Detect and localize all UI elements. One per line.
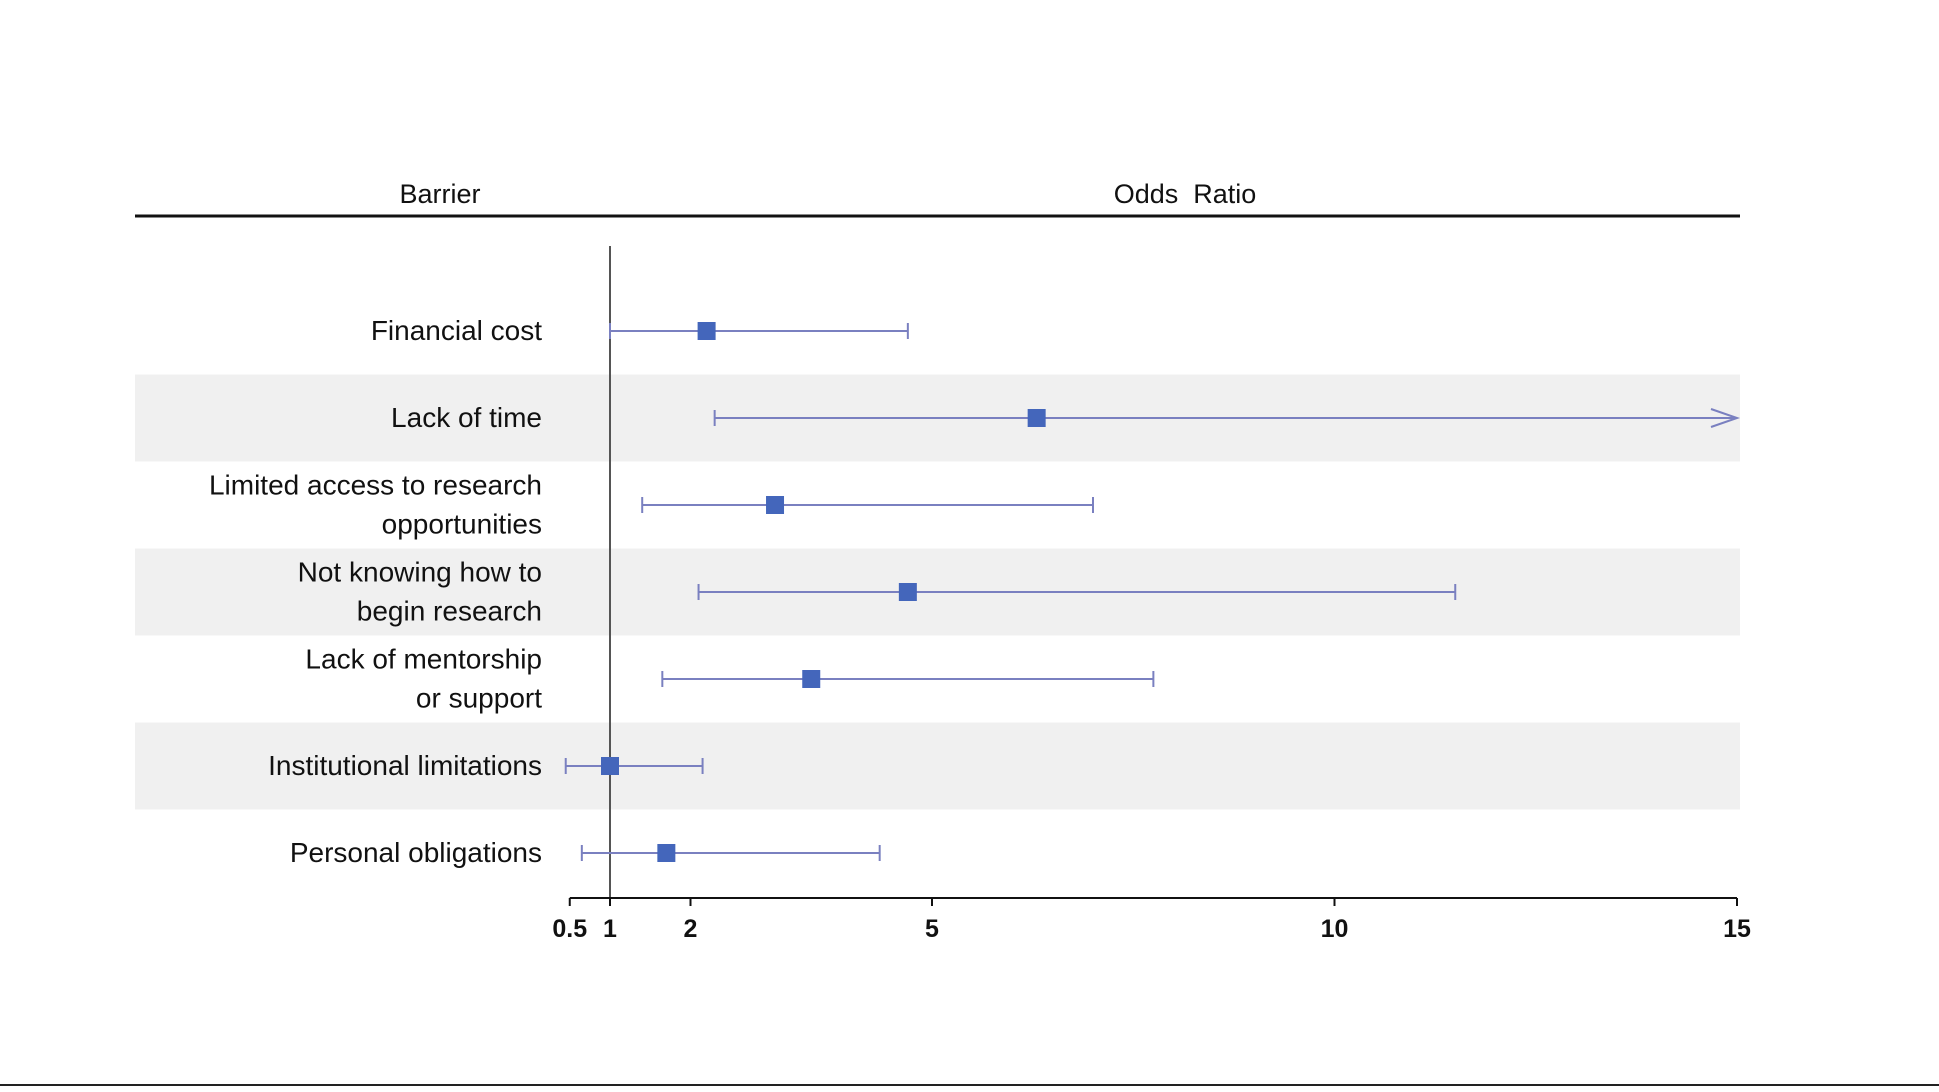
- or-marker-row-7: [657, 844, 676, 862]
- or-marker-row-5: [802, 670, 821, 688]
- or-marker-row-3: [766, 496, 785, 514]
- row-label-line: or support: [416, 683, 542, 714]
- row-shading-6: [135, 722, 1740, 810]
- row-label-line: Institutional limitations: [268, 750, 542, 781]
- row-label-2: Lack of time: [391, 402, 542, 433]
- barrier-column-header: Barrier: [399, 179, 480, 209]
- row-label-4: Not knowing how to begin research: [298, 557, 542, 627]
- odds-ratio-markers-layer: [601, 322, 1046, 862]
- x-tick-label-2: 2: [684, 915, 698, 943]
- x-tick-label-5: 5: [925, 915, 939, 943]
- ci-arrow-row-2: [1710, 408, 1741, 428]
- row-label-line: Personal obligations: [290, 837, 542, 868]
- x-tick-label-10: 10: [1321, 915, 1349, 943]
- row-label-6: Institutional limitations: [268, 750, 542, 781]
- row-labels-layer: Financial cost Lack of time Limited access…: [209, 315, 542, 868]
- row-label-line: opportunities: [382, 509, 542, 540]
- row-label-line: Limited access to research: [209, 470, 542, 501]
- odds-ratio-column-header: Odds Ratio: [1114, 179, 1257, 209]
- or-marker-row-1: [697, 322, 716, 340]
- row-label-5: Lack of mentorship or support: [305, 644, 542, 714]
- confidence-intervals-layer: [564, 323, 1741, 861]
- row-label-line: Lack of time: [391, 402, 542, 433]
- x-tick-label-15: 15: [1723, 915, 1751, 943]
- row-label-line: Financial cost: [371, 315, 542, 346]
- or-marker-row-6: [601, 757, 619, 775]
- x-tick-label-0.5: 0.5: [552, 915, 587, 943]
- x-tick-label-1: 1: [603, 915, 617, 943]
- row-label-line: Lack of mentorship: [305, 644, 542, 675]
- row-label-line: begin research: [357, 596, 542, 627]
- row-label-7: Personal obligations: [290, 837, 542, 868]
- row-label-3: Limited access to research opportunities: [209, 470, 542, 540]
- or-marker-row-4: [898, 583, 917, 601]
- x-axis: 0.5 1 2 5 10 15: [552, 897, 1751, 943]
- row-label-line: Not knowing how to: [298, 557, 542, 588]
- row-label-1: Financial cost: [371, 315, 542, 346]
- or-marker-row-2: [1027, 409, 1046, 427]
